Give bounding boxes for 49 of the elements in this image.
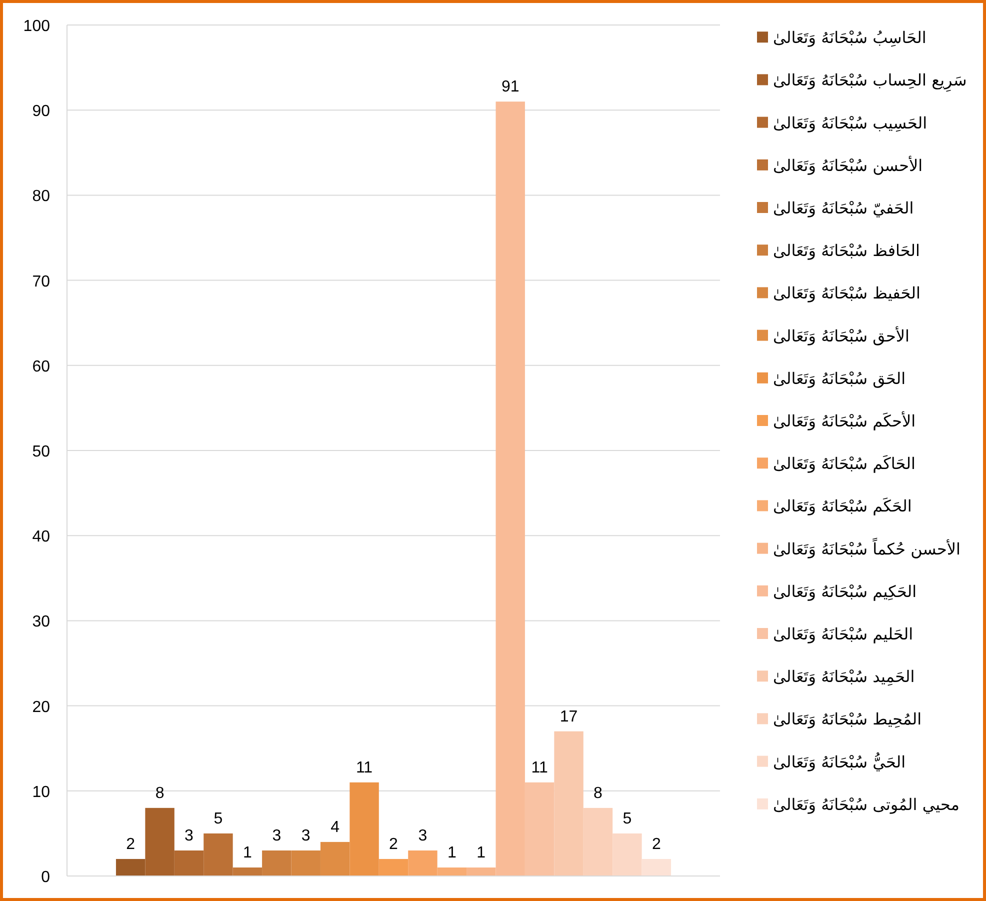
data-label: 2 — [126, 836, 136, 853]
legend-label: الأحكَم سُبْحَانَهُ وَتَعَالىٰ — [773, 410, 916, 430]
y-tick-label: 80 — [32, 188, 50, 206]
legend-label: الحَفيّ سُبْحَانَهُ وَتَعَالىٰ — [773, 198, 914, 218]
legend-label: المُحِيط سُبْحَانَهُ وَتَعَالىٰ — [773, 710, 922, 729]
legend-label: الحَاكَم سُبْحَانَهُ وَتَعَالىٰ — [773, 454, 916, 474]
y-tick-label: 90 — [32, 103, 50, 120]
legend-label: الحَق سُبْحَانَهُ وَتَعَالىٰ — [773, 368, 906, 388]
data-label: 5 — [622, 810, 632, 828]
data-label: 1 — [476, 844, 486, 862]
legend-label: الحَكَم سُبْحَانَهُ وَتَعَالىٰ — [773, 496, 912, 516]
y-tick-label: 100 — [23, 18, 50, 35]
data-label: 3 — [184, 827, 194, 844]
legend-label: الحَافظ سُبْحَانَهُ وَتَعَالىٰ — [773, 241, 920, 260]
data-label: 2 — [652, 836, 661, 853]
legend-label: الحَسِيب سُبْحَانَهُ وَتَعَالىٰ — [773, 113, 928, 132]
y-tick-label: 60 — [32, 358, 50, 376]
data-label: 5 — [214, 810, 223, 828]
data-label: 1 — [242, 844, 252, 862]
data-label: 11 — [531, 759, 548, 776]
data-label: 4 — [330, 818, 340, 836]
legend-label: الحَفيظ سُبْحَانَهُ وَتَعَالىٰ — [773, 284, 920, 303]
data-label: 3 — [418, 827, 428, 844]
data-label: 3 — [272, 827, 282, 844]
legend-label: الحَمِيد سُبْحَانَهُ وَتَعَالىٰ — [773, 667, 915, 686]
y-tick-label: 70 — [32, 273, 50, 290]
y-tick-label: 30 — [32, 614, 50, 631]
legend-label: محيي المُوتى سُبْحَانَهُ وَتَعَالىٰ — [773, 794, 960, 814]
data-label: 17 — [560, 708, 578, 726]
legend-label: الحَليم سُبْحَانَهُ وَتَعَالىٰ — [773, 624, 914, 644]
data-label: 91 — [501, 78, 520, 96]
legend-label: الأحسن حُكماً سُبْحَانَهُ وَتَعَالىٰ — [773, 536, 960, 558]
legend-label: الأحق سُبْحَانَهُ وَتَعَالىٰ — [773, 325, 910, 346]
data-label: 1 — [447, 844, 456, 862]
legend-label: الحَاسِبُ سُبْحَانَهُ وَتَعَالىٰ — [773, 28, 926, 48]
data-label: 8 — [594, 784, 603, 802]
y-tick-label: 40 — [32, 528, 50, 546]
legend-label: الحَيُّ سُبْحَانَهُ وَتَعَالىٰ — [773, 752, 906, 772]
legend-label: سَرِيع الحِساب سُبْحَانَهُ وَتَعَالىٰ — [773, 70, 967, 93]
legend-label: الحَكِيم سُبْحَانَهُ وَتَعَالىٰ — [773, 582, 917, 602]
data-label: 2 — [389, 836, 398, 853]
y-tick-label: 0 — [41, 869, 50, 886]
y-tick-label: 50 — [32, 444, 50, 460]
legend-label: الأحسن سُبْحَانَهُ وَتَعَالىٰ — [773, 154, 923, 175]
y-tick-label: 10 — [32, 784, 50, 801]
data-label: 11 — [356, 759, 373, 776]
data-label: 3 — [301, 827, 310, 844]
data-label: 8 — [155, 784, 164, 802]
y-tick-label: 20 — [32, 698, 50, 716]
